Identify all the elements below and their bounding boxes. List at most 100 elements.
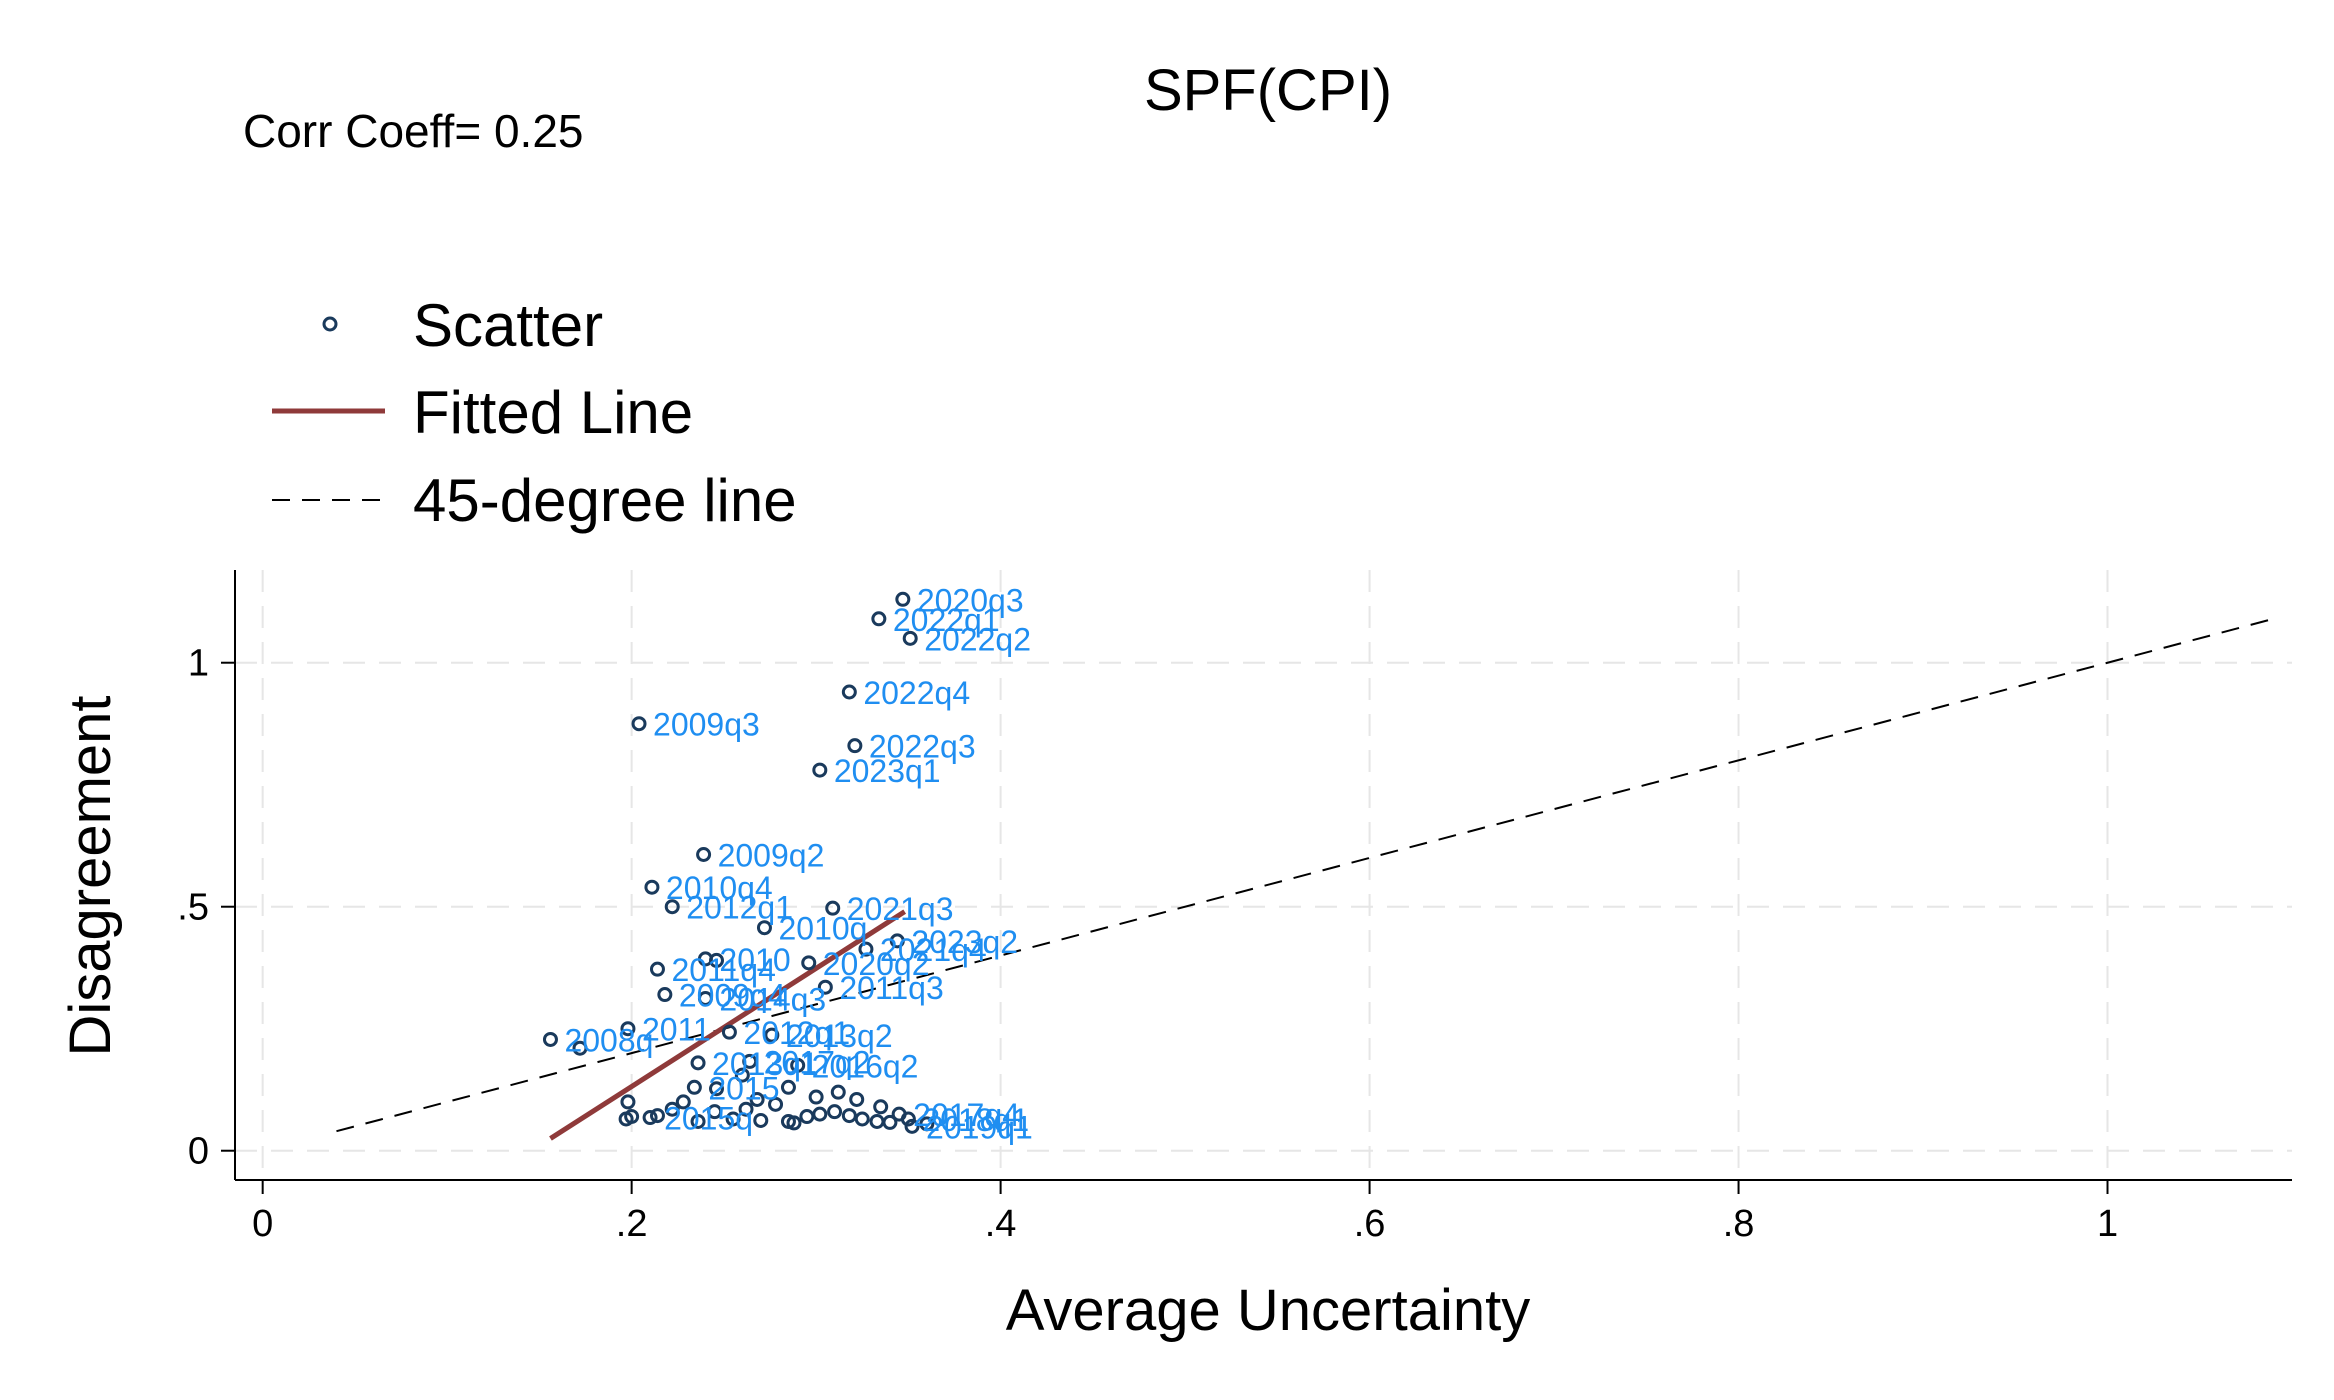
scatter-point-2 [902,630,918,646]
scatter-point-30 [686,1079,702,1095]
scatter-point-31 [709,1081,725,1097]
point-label-53: 2018q1 [922,1102,1029,1138]
scatter-point-16 [801,955,817,971]
point-label-20: 2014q3 [719,981,826,1017]
scatter-point-10 [825,900,841,916]
y-tick-label-1: .5 [177,887,209,929]
scatter-point-48 [841,1108,857,1124]
scatter-point-37 [649,1108,665,1124]
scatter-point-29 [734,1067,750,1083]
axes: 0 .2 .4 .6 .8 1 0 .5 1 [177,570,2292,1245]
scatter-point-19 [657,987,673,1003]
point-label-14: 2010 [719,942,790,978]
point-label-0: 2020q3 [917,582,1024,618]
scatter-point-46 [812,1106,828,1122]
scatter-point-45 [799,1109,815,1125]
scatter-point-39 [675,1094,691,1110]
scatter-point-21 [620,1021,636,1037]
lines [336,617,2274,1141]
scatter-point-59 [768,1096,784,1112]
point-label-13: 2021q4 [880,932,987,968]
point-label-4: 2009q3 [653,707,760,743]
point-label-1: 2022q1 [893,602,1000,638]
scatter-point-3 [841,684,857,700]
grid [235,570,2292,1180]
scatter-point-24 [572,1040,588,1056]
point-label-10: 2021q3 [847,891,954,927]
scatter-point-57 [830,1084,846,1100]
scatter-point-51 [882,1114,898,1130]
point-label-28: 2016q2 [812,1048,919,1084]
scatter-point-35 [618,1111,634,1127]
scatter-point-33 [620,1094,636,1110]
corr-coeff-note: Corr Coeff= 0.25 [243,105,584,157]
scatter-point-60 [849,1091,865,1107]
legend-scatter-label: Scatter [413,292,603,359]
x-tick-label-2: .4 [985,1203,1017,1245]
point-label-27: 2017q2 [764,1044,871,1080]
scatter-point-49 [854,1111,870,1127]
scatter-point-27 [742,1053,758,1069]
scatter-point-61 [873,1099,889,1115]
scatter-point-8 [644,879,660,895]
x-axis-title: Average Uncertainty [1006,1278,1530,1343]
scatter-point-11 [756,920,772,936]
x-tick-label-3: .6 [1354,1203,1386,1245]
scatter-point-47 [827,1104,843,1120]
point-label-26: 2013q1 [712,1046,819,1082]
scatter-point-63 [690,1113,706,1129]
scatter-point-15 [709,952,725,968]
point-label-21: 2011 [642,1012,711,1048]
scatter-point-32 [749,1091,765,1107]
point-label-36: 2015q [664,1101,753,1137]
legend: Scatter Fitted Line 45-degree line [272,292,797,534]
scatter-point-22 [721,1024,737,1040]
point-label-16: 2020q2 [823,946,930,982]
scatter-point-9 [664,899,680,915]
scatter-point-53 [900,1111,916,1127]
point-label-17: 2011q4 [671,952,775,988]
point-label-7: 2009q2 [718,838,825,874]
scatter-point-26 [690,1055,706,1071]
scatter-point-54 [904,1118,920,1134]
legend-diag-label: 45-degree line [413,467,797,534]
scatter-point-1 [871,611,887,627]
point-label-2: 2022q2 [924,621,1031,657]
point-label-5: 2022q3 [869,729,976,765]
point-label-22: 2012q1 [743,1015,850,1051]
scatter-point-41 [725,1111,741,1127]
scatter-point-18 [817,979,833,995]
scatter-point-6 [812,762,828,778]
scatter-point-42 [753,1112,769,1128]
scatter-point-17 [649,961,665,977]
point-label-25: 2013q2 [786,1018,893,1054]
scatter-point-56 [808,1089,824,1105]
scatter-point-40 [707,1104,723,1120]
x-tick-label-4: .8 [1723,1203,1755,1245]
scatter-point-58 [780,1079,796,1095]
diag-line [336,617,2274,1133]
point-label-54: 2019q1 [926,1109,1033,1145]
point-label-6: 2023q1 [834,753,941,789]
scatter-point-36 [642,1110,658,1126]
scatter-point-38 [664,1101,680,1117]
scatter-point-13 [858,941,874,957]
x-tick-label-1: .2 [616,1203,648,1245]
x-tick-label-5: 1 [2097,1203,2118,1245]
scatter-point-7 [696,847,712,863]
scatter-point-55 [919,1116,935,1132]
scatter-point-20 [697,990,713,1006]
scatter-point-62 [738,1101,754,1117]
legend-scatter-marker [322,316,338,332]
point-label-3: 2022q4 [863,675,970,711]
scatter-point-50 [869,1113,885,1129]
point-label-30: 2015 [708,1070,779,1106]
scatter-point-0 [895,591,911,607]
scatter-point-4 [631,716,647,732]
scatter-point-5 [847,738,863,754]
y-axis-title: Disagreement [58,695,123,1056]
scatter-point-25 [764,1027,780,1043]
legend-fit-label: Fitted Line [413,379,693,446]
